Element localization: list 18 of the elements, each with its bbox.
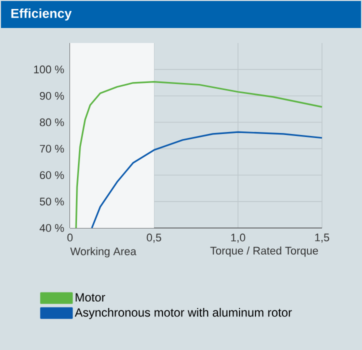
- y-tick-label: 90 %: [40, 92, 64, 100]
- y-tick-label: 80 %: [40, 118, 64, 126]
- x-tick-label: 1,5: [315, 234, 330, 243]
- x-tick-label: 1,0: [231, 234, 246, 243]
- line-series: [75, 81, 323, 229]
- legend-label: Asynchronous motor with aluminum rotor: [74, 308, 292, 320]
- y-tick-label: 100 %: [34, 66, 64, 74]
- chart-title: Efficiency: [11, 8, 72, 21]
- legend-label: Motor: [76, 293, 106, 302]
- x-axis-title: Torque / Rated Torque: [210, 246, 318, 257]
- band-label: Working Area: [70, 247, 136, 258]
- line-series: [91, 131, 323, 229]
- y-tick-label: 60 %: [40, 171, 64, 180]
- x-tick-label: 0: [67, 234, 73, 242]
- y-tick-label: 40 %: [40, 224, 64, 232]
- y-tick-label: 70 %: [40, 144, 64, 153]
- x-tick-label: 0,5: [146, 234, 162, 243]
- y-tick-label: 50 %: [40, 198, 64, 206]
